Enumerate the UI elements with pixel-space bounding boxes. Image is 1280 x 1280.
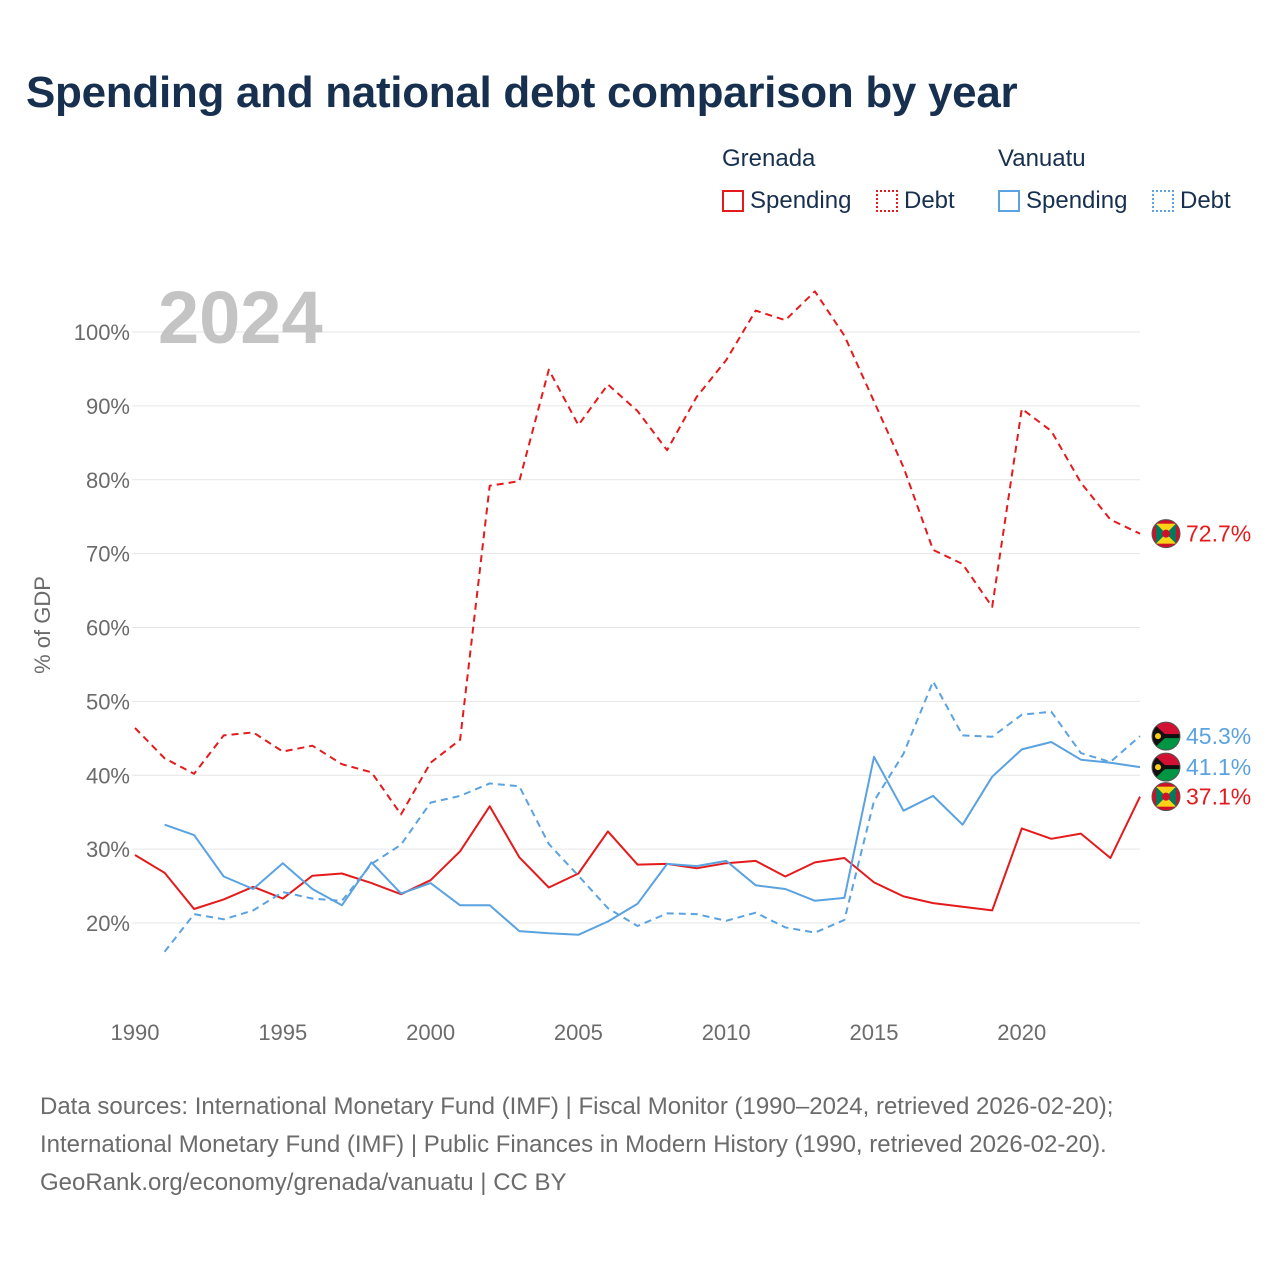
footer-attribution-link[interactable]: GeoRank.org/economy/grenada/vanuatu | CC…: [40, 1169, 567, 1196]
series-line-vanuatu-spending[interactable]: [164, 741, 1141, 936]
legend-swatch-dotted-icon: [876, 190, 898, 212]
y-tick-label: 50%: [86, 689, 130, 714]
end-label-vanuatu-debt: 45.3%: [1151, 721, 1251, 751]
series-line-grenada-spending[interactable]: [134, 796, 1141, 912]
legend-label: Debt: [904, 187, 955, 214]
chart-title: Spending and national debt comparison by…: [26, 68, 1018, 117]
end-value-label: 45.3%: [1186, 723, 1251, 749]
legend-label: Spending: [1026, 187, 1128, 214]
grenada-flag-icon: [1151, 782, 1181, 812]
legend-item-grenada-debt[interactable]: Debt: [876, 186, 955, 216]
vanuatu-flag-icon: [1151, 752, 1181, 782]
y-tick-label: 60%: [86, 616, 130, 641]
legend-swatch-dotted-icon: [1152, 190, 1174, 212]
y-tick-label: 30%: [86, 837, 130, 862]
legend-item-vanuatu-spending[interactable]: Spending: [998, 186, 1127, 216]
series-end-labels: 37.1% 72.7% 41.1% 45.3%: [1151, 519, 1251, 812]
line-chart: 2024 % of GDP 20% 30% 40% 50% 60% 70% 80% 90% 10…: [30, 276, 1251, 1045]
legend-group-vanuatu: Vanuatu: [998, 145, 1086, 172]
legend-group-grenada: Grenada: [722, 145, 816, 172]
series-line-grenada-debt[interactable]: [134, 290, 1141, 816]
legend-item-grenada-spending[interactable]: Spending: [722, 186, 851, 216]
x-axis-ticks: 1990 1995 2000 2005 2010 2015 2020: [111, 1020, 1047, 1045]
y-tick-label: 70%: [86, 542, 130, 567]
x-tick-label: 2020: [997, 1020, 1046, 1045]
series-lines: [134, 290, 1141, 953]
y-tick-label: 90%: [86, 394, 130, 419]
x-tick-label: 1995: [258, 1020, 307, 1045]
x-tick-label: 2010: [702, 1020, 751, 1045]
legend-label: Spending: [750, 187, 852, 214]
year-watermark: 2024: [158, 276, 323, 359]
x-tick-label: 2005: [554, 1020, 603, 1045]
x-tick-label: 2000: [406, 1020, 455, 1045]
legend-item-vanuatu-debt[interactable]: Debt: [1152, 186, 1231, 216]
x-tick-label: 2015: [849, 1020, 898, 1045]
end-value-label: 37.1%: [1186, 784, 1251, 810]
grid: [132, 331, 1140, 924]
footer-source-line: Data sources: International Monetary Fun…: [40, 1093, 1114, 1120]
legend-label: Debt: [1180, 187, 1231, 214]
y-tick-label: 80%: [86, 468, 130, 493]
series-line-vanuatu-debt[interactable]: [163, 680, 1141, 953]
end-label-vanuatu-spending: 41.1%: [1151, 752, 1251, 782]
end-label-grenada-debt: 72.7%: [1151, 519, 1251, 549]
end-value-label: 72.7%: [1186, 521, 1251, 547]
x-tick-label: 1990: [111, 1020, 160, 1045]
y-axis-label: % of GDP: [30, 576, 55, 674]
legend-swatch-solid-icon: [998, 190, 1020, 212]
end-label-grenada-spending: 37.1%: [1151, 782, 1251, 812]
vanuatu-flag-icon: [1151, 721, 1181, 751]
y-tick-label: 20%: [86, 911, 130, 936]
y-tick-label: 100%: [74, 320, 130, 345]
footer: Data sources: International Monetary Fun…: [40, 1088, 1113, 1202]
end-value-label: 41.1%: [1186, 754, 1251, 780]
grenada-flag-icon: [1151, 519, 1181, 549]
y-tick-label: 40%: [86, 763, 130, 788]
y-axis-ticks: 20% 30% 40% 50% 60% 70% 80% 90% 100%: [74, 320, 130, 936]
footer-source-line: International Monetary Fund (IMF) | Publ…: [40, 1131, 1107, 1158]
legend-swatch-solid-icon: [722, 190, 744, 212]
